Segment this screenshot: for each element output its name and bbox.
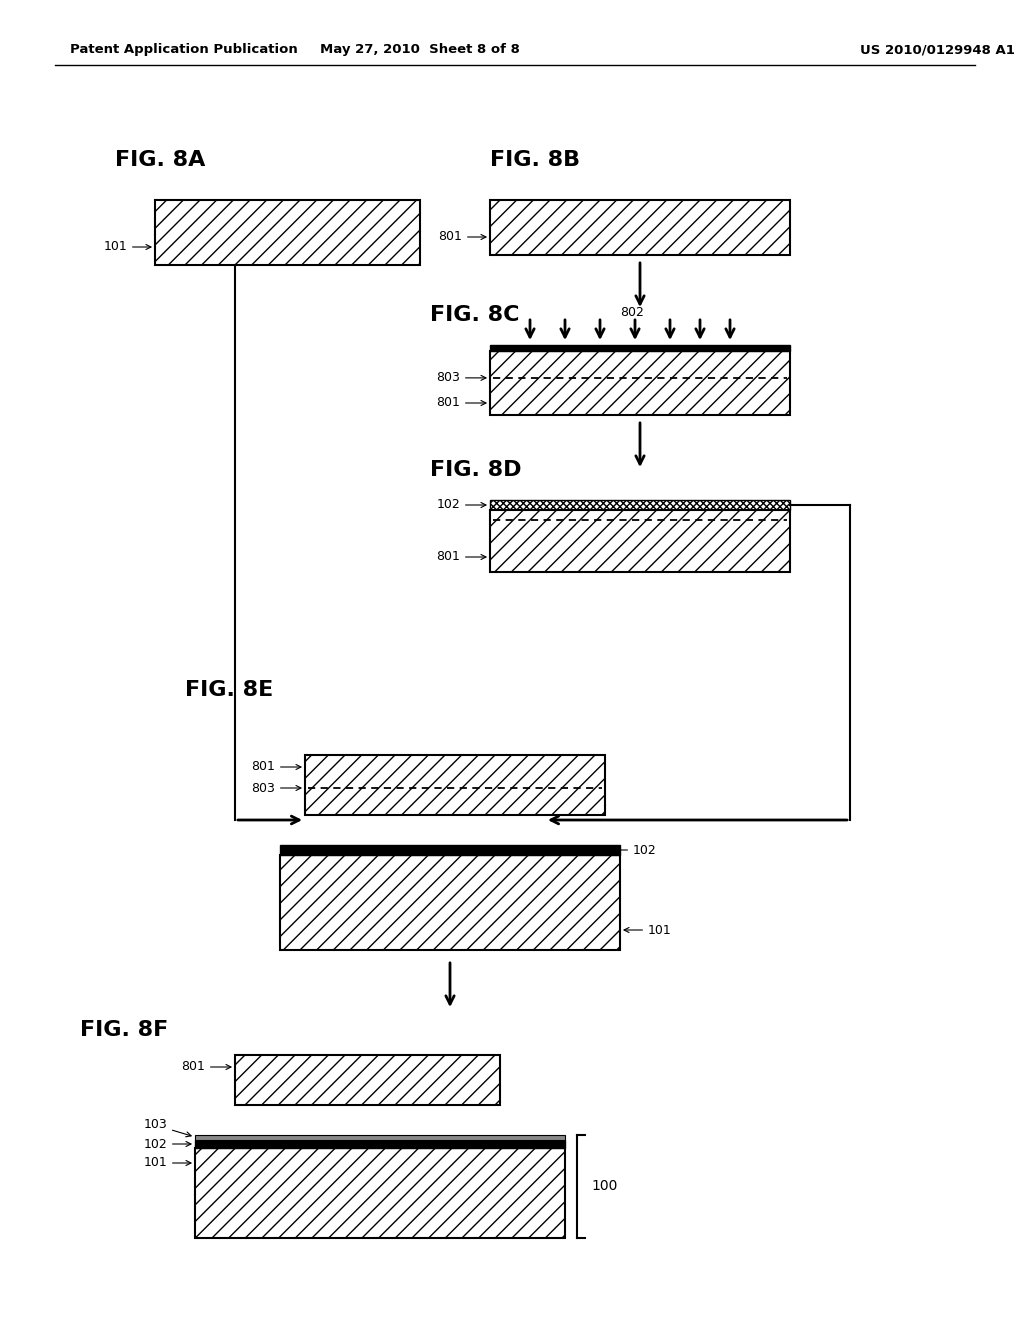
Text: 102: 102 — [143, 1138, 191, 1151]
Bar — [490, 345, 790, 351]
Bar — [155, 201, 420, 265]
Bar — [305, 755, 605, 814]
Bar — [490, 201, 790, 255]
Text: 102: 102 — [436, 499, 486, 511]
Text: FIG. 8D: FIG. 8D — [430, 459, 521, 480]
Text: 801: 801 — [181, 1060, 231, 1073]
Text: 102: 102 — [609, 843, 656, 857]
Text: FIG. 8C: FIG. 8C — [430, 305, 519, 325]
Text: 101: 101 — [624, 924, 672, 936]
Text: 801: 801 — [436, 550, 486, 564]
Text: Patent Application Publication: Patent Application Publication — [70, 44, 298, 57]
Bar — [490, 510, 790, 572]
Text: 801: 801 — [251, 760, 301, 774]
Text: 801: 801 — [436, 396, 486, 409]
Text: 101: 101 — [143, 1156, 191, 1170]
Text: FIG. 8E: FIG. 8E — [185, 680, 273, 700]
Text: FIG. 8B: FIG. 8B — [490, 150, 581, 170]
Text: 803: 803 — [251, 781, 301, 795]
Text: 802: 802 — [620, 305, 644, 318]
Text: 803: 803 — [436, 371, 486, 384]
Text: FIG. 8F: FIG. 8F — [80, 1020, 168, 1040]
Bar — [490, 351, 790, 414]
Bar — [280, 845, 620, 855]
Text: 101: 101 — [103, 240, 151, 253]
Bar — [490, 500, 790, 510]
Text: FIG. 8A: FIG. 8A — [115, 150, 206, 170]
Bar — [195, 1148, 565, 1238]
Text: May 27, 2010  Sheet 8 of 8: May 27, 2010 Sheet 8 of 8 — [321, 44, 520, 57]
Bar — [234, 1055, 500, 1105]
Text: US 2010/0129948 A1: US 2010/0129948 A1 — [860, 44, 1015, 57]
Text: 100: 100 — [591, 1180, 617, 1193]
Bar — [280, 855, 620, 950]
Bar — [195, 1140, 565, 1148]
Text: 801: 801 — [438, 231, 486, 243]
Bar — [195, 1135, 565, 1140]
Text: 103: 103 — [143, 1118, 191, 1137]
